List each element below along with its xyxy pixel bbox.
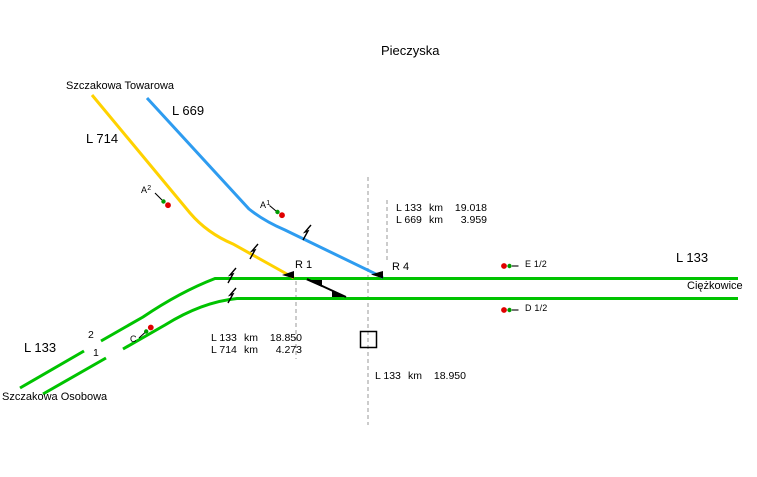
km-row: L 133 km 19.018 bbox=[396, 202, 487, 215]
track-1-main-line bbox=[122, 297, 738, 351]
signal-e12-icon bbox=[501, 263, 519, 269]
station-label-szczakowa-osobowa: Szczakowa Osobowa bbox=[2, 391, 108, 403]
track-number-2: 2 bbox=[88, 329, 94, 341]
km-value: 4.273 bbox=[275, 343, 302, 356]
km-row: L 133 km 18.850 bbox=[211, 332, 302, 345]
km-value: 19.018 bbox=[454, 202, 487, 214]
signal-a2-icon bbox=[154, 192, 171, 209]
crossover-switch-triangle-top bbox=[306, 280, 322, 287]
signal-label-a2: A2 bbox=[141, 185, 151, 196]
km-unit: km bbox=[408, 370, 422, 382]
signal-a2-base: A bbox=[141, 185, 148, 195]
junction-label-r1: R 1 bbox=[295, 259, 313, 271]
signal-a1-sup: 1 bbox=[266, 200, 271, 207]
km-row: L 133 km 18.950 bbox=[375, 370, 466, 383]
km-post-square-marker bbox=[359, 330, 378, 349]
km-value: 18.850 bbox=[269, 332, 302, 344]
km-line-name: L 133 bbox=[375, 370, 401, 382]
line-label-l133-left: L 133 bbox=[24, 340, 57, 355]
station-label-ciezkowice: Ciężkowice bbox=[687, 280, 743, 292]
km-post-center-block: L 133 km 18.950 bbox=[375, 370, 466, 383]
signal-a2-sup: 2 bbox=[147, 185, 152, 192]
lightning-icon bbox=[249, 243, 259, 260]
km-unit: km bbox=[244, 332, 258, 344]
signal-d12-icon bbox=[501, 307, 519, 313]
crossover-switch-triangle-bottom bbox=[332, 290, 346, 297]
signal-a1-base: A bbox=[260, 200, 267, 210]
lightning-icon bbox=[227, 267, 237, 284]
station-title: Pieczyska bbox=[381, 43, 440, 58]
km-value: 3.959 bbox=[460, 213, 487, 226]
track-number-1: 1 bbox=[93, 347, 99, 359]
line-label-l714: L 714 bbox=[86, 131, 119, 146]
km-line-name: L 714 bbox=[211, 343, 237, 356]
station-label-szczakowa-towarowa: Szczakowa Towarowa bbox=[66, 80, 175, 92]
km-post-r1-block: L 133 km 18.850 L 714 km 4.273 bbox=[211, 332, 302, 357]
line-label-l669: L 669 bbox=[172, 103, 205, 118]
km-line-name: L 133 bbox=[396, 202, 422, 214]
line-l714-track bbox=[90, 94, 295, 280]
km-line-name: L 669 bbox=[396, 213, 422, 226]
km-row: L 714 km 4.273 bbox=[211, 343, 302, 357]
signal-label-e12: E 1/2 bbox=[525, 259, 548, 269]
line-l669-track bbox=[145, 96, 384, 279]
switch-r4-triangle bbox=[371, 271, 383, 279]
lightning-icon bbox=[227, 287, 237, 304]
signal-label-c: C bbox=[130, 334, 137, 344]
line-label-l133-right: L 133 bbox=[676, 250, 709, 265]
switch-r1-triangle bbox=[282, 271, 294, 279]
km-row: L 669 km 3.959 bbox=[396, 213, 487, 227]
km-unit: km bbox=[429, 202, 443, 214]
km-unit: km bbox=[244, 343, 258, 356]
km-unit: km bbox=[429, 213, 443, 226]
signal-a1-icon bbox=[269, 205, 285, 219]
lightning-icon bbox=[302, 224, 312, 241]
track-2-approach-segment bbox=[19, 349, 85, 390]
track-2-main-line bbox=[100, 277, 738, 343]
km-post-r4-block: L 133 km 19.018 L 669 km 3.959 bbox=[396, 202, 487, 227]
signal-label-d12: D 1/2 bbox=[525, 303, 548, 313]
km-line-name: L 133 bbox=[211, 332, 237, 344]
signal-c-icon bbox=[138, 324, 154, 339]
junction-label-r4: R 4 bbox=[392, 261, 410, 273]
signal-label-a1: A1 bbox=[260, 200, 270, 211]
track-1-approach-segment bbox=[42, 356, 107, 396]
km-value: 18.950 bbox=[433, 370, 466, 382]
